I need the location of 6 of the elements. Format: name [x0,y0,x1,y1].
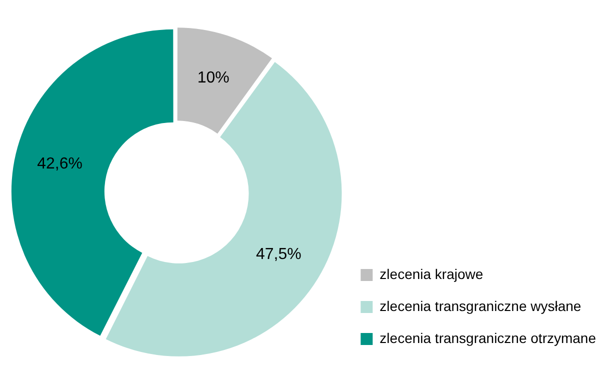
data-label: 47,5% [256,246,302,263]
legend-label: zlecenia transgraniczne otrzymane [380,330,596,346]
legend-label: zlecenia krajowe [380,266,484,282]
data-label: 10% [197,69,230,86]
legend-label: zlecenia transgraniczne wysłane [380,298,582,314]
data-label: 42,6% [37,156,82,173]
